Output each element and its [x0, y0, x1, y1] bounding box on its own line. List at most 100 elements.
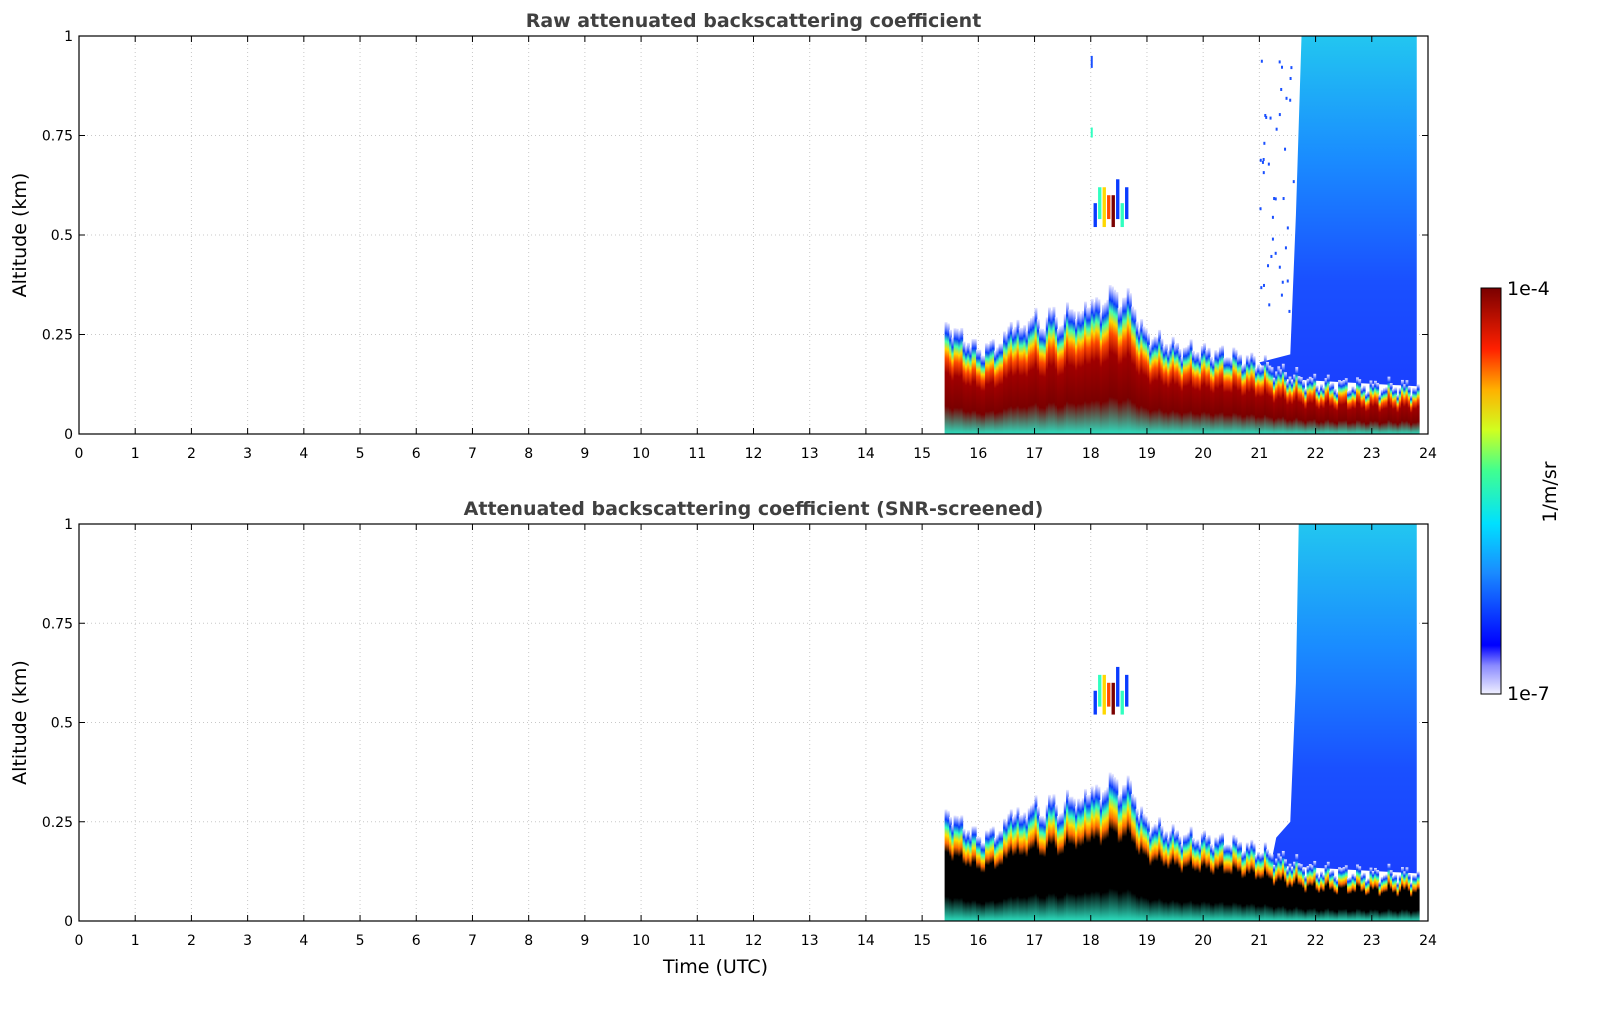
speckle: [1282, 281, 1284, 284]
x-tick-label: 1: [131, 446, 140, 462]
x-tick-label: 18: [1082, 446, 1100, 462]
speckle: [1260, 159, 1262, 162]
x-tick-label: 5: [356, 446, 365, 462]
speckle: [1261, 60, 1263, 63]
snr-screened-backscatter-panel: 0 1 2 3 4 5 6 7 8 9 10 11 12 13 14 15 16 17 18 19 20 21 22 23 24…: [9, 498, 1437, 978]
speckle: [1091, 56, 1093, 68]
y-tick-label: 1: [64, 517, 73, 533]
elevated-strip: [1125, 187, 1128, 219]
x-tick-label: 18: [1082, 933, 1100, 949]
speckle: [1279, 113, 1281, 116]
x-tick-label: 23: [1363, 446, 1381, 462]
y-tick-label: 1: [64, 29, 73, 45]
x-tick-label: 10: [632, 933, 650, 949]
y-tick-label: 0.75: [42, 129, 73, 145]
x-tick-label: 21: [1250, 933, 1268, 949]
x-tick-label: 16: [969, 933, 987, 949]
x-tick-label: 21: [1250, 446, 1268, 462]
speckle: [1285, 246, 1287, 249]
raw-backscatter-panel: 0 1 2 3 4 5 6 7 8 9 10 11 12 13 14 15 16 17 18 19 20 21 22 23 24…: [9, 10, 1437, 462]
y-tick-label: 0: [64, 427, 73, 443]
speckle: [1287, 226, 1289, 229]
x-tick-label: 8: [524, 446, 533, 462]
colorbar-max-label: 1e-4: [1507, 278, 1550, 300]
speckle: [1276, 128, 1278, 131]
speckle: [1267, 264, 1269, 267]
x-tick-label: 11: [688, 933, 706, 949]
y-tick-label: 0.5: [51, 716, 73, 732]
elevated-strip: [1098, 675, 1101, 707]
x-tick-label: 15: [913, 933, 931, 949]
elevated-strip: [1116, 667, 1119, 707]
x-tick-label: 12: [745, 446, 763, 462]
elevated-strip: [1107, 683, 1110, 707]
speckle: [1284, 148, 1286, 151]
y-tick-label: 0.25: [42, 815, 73, 831]
panel-title: Attenuated backscattering coefficient (S…: [464, 498, 1044, 520]
x-tick-label: 14: [857, 933, 875, 949]
x-tick-label: 19: [1138, 446, 1156, 462]
speckle: [1283, 197, 1285, 200]
x-tick-label: 4: [299, 933, 308, 949]
x-tick-label: 17: [1026, 933, 1044, 949]
elevated-strip: [1098, 187, 1101, 219]
elevated-strip: [1103, 187, 1106, 227]
x-tick-label: 13: [801, 933, 819, 949]
elevated-strip: [1116, 179, 1119, 219]
speckle: [1289, 99, 1291, 102]
elevated-strip: [1112, 195, 1115, 227]
speckle: [1263, 171, 1265, 174]
speckle: [1270, 255, 1272, 258]
speckle: [1270, 117, 1272, 120]
x-tick-label: 5: [356, 933, 365, 949]
speckle: [1287, 280, 1289, 283]
colorbar-unit-label: 1/m/sr: [1539, 461, 1561, 522]
colorbar-bar: [1481, 288, 1501, 694]
elevated-strip: [1094, 203, 1097, 227]
y-axis-label: Altitude (km): [9, 173, 31, 298]
speckle: [1263, 142, 1265, 145]
speckle: [1268, 163, 1270, 166]
colorbar-min-label: 1e-7: [1507, 683, 1550, 705]
aerosol-region: [1259, 36, 1416, 386]
speckle: [1265, 116, 1267, 119]
y-tick-label: 0: [64, 914, 73, 930]
x-tick-label: 2: [187, 446, 196, 462]
y-tick-label: 0.25: [42, 328, 73, 344]
speckle: [1275, 197, 1277, 200]
elevated-strip: [1112, 683, 1115, 715]
x-tick-label: 7: [468, 933, 477, 949]
x-tick-label: 1: [131, 933, 140, 949]
y-tick-label: 0.5: [51, 228, 73, 244]
speckle: [1260, 207, 1262, 210]
x-tick-label: 8: [524, 933, 533, 949]
elevated-strip: [1094, 691, 1097, 715]
x-tick-label: 24: [1419, 933, 1437, 949]
x-tick-label: 19: [1138, 933, 1156, 949]
speckle: [1286, 97, 1288, 100]
speckle: [1281, 66, 1283, 69]
layer-strip: [1417, 384, 1420, 434]
aerosol-region: [1271, 524, 1417, 873]
speckle: [1268, 303, 1270, 306]
x-tick-label: 3: [243, 446, 252, 462]
elevated-layer: [1091, 56, 1129, 227]
x-tick-label: 20: [1194, 446, 1212, 462]
elevated-layer: [1094, 667, 1129, 715]
x-tick-label: 20: [1194, 933, 1212, 949]
speckle: [1281, 294, 1283, 297]
x-tick-label: 13: [801, 446, 819, 462]
x-tick-label: 23: [1363, 933, 1381, 949]
x-tick-label: 24: [1419, 446, 1437, 462]
x-tick-label: 9: [580, 446, 589, 462]
speckle: [1279, 60, 1281, 63]
x-tick-label: 16: [969, 446, 987, 462]
speckle: [1260, 286, 1262, 289]
x-tick-label: 17: [1026, 446, 1044, 462]
speckle: [1293, 180, 1295, 183]
x-tick-label: 0: [75, 933, 84, 949]
elevated-strip: [1125, 675, 1128, 707]
panel-title: Raw attenuated backscattering coefficien…: [526, 10, 982, 32]
x-tick-label: 11: [688, 446, 706, 462]
